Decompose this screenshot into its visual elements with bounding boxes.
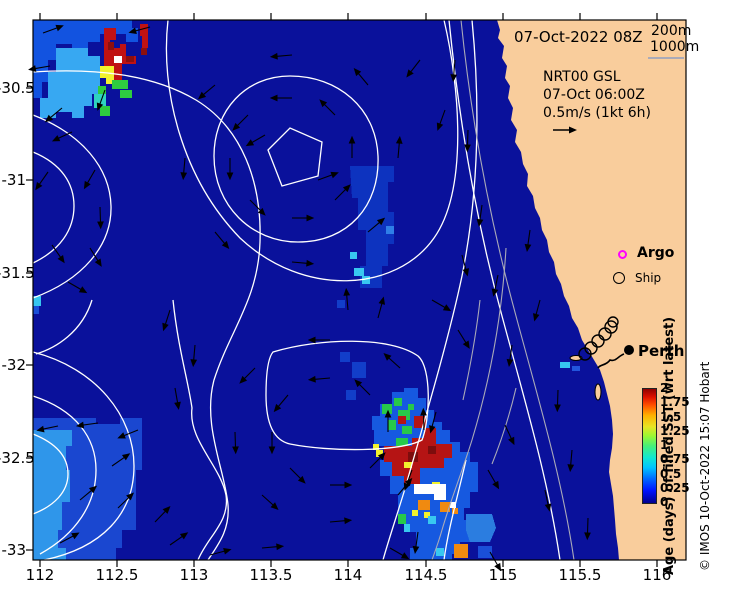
ssh-contours <box>32 19 561 561</box>
y-tick-label: -33 <box>1 541 27 559</box>
perth-city-dot <box>624 345 634 355</box>
colorbar-tick-label: 1.75 <box>660 395 690 410</box>
x-tick-label: 116 <box>642 566 672 584</box>
y-tick-label: -31 <box>1 171 27 189</box>
x-tick-label: 112 <box>25 566 55 584</box>
x-tick-label: 112.5 <box>95 566 139 584</box>
argo-legend-label: Argo <box>637 245 675 261</box>
colorbar-tick-label: 0.5 <box>660 466 682 481</box>
current-vector-arrows <box>28 24 591 572</box>
isobath-1000m-sample-line <box>648 57 684 59</box>
ship-position-markers <box>578 316 619 361</box>
isobath-1000m-lines <box>431 19 575 561</box>
isobath-1000m-label: 1000m <box>650 39 700 55</box>
isobath-200m-label: 200m <box>651 23 692 39</box>
perth-city-label: Perth <box>638 342 685 360</box>
datetime-label: 07-Oct-2022 08Z <box>514 28 643 46</box>
x-tick-label: 114 <box>333 566 363 584</box>
y-tick-label: -30.5 <box>0 79 35 97</box>
x-tick-label: 115.5 <box>558 566 602 584</box>
swan-river-line <box>597 353 625 369</box>
y-tick-label: -31.5 <box>0 264 35 282</box>
colorbar <box>642 388 657 504</box>
y-tick-label: -32 <box>1 356 27 374</box>
colorbar-title: Age (days) of filled SST (wrt latest) <box>662 316 677 575</box>
colorbar-tick-label: 1.25 <box>660 423 690 438</box>
model-name-label: NRT00 GSL <box>543 69 621 85</box>
colorbar-tick-label: 2 <box>660 381 669 395</box>
colorbar-tick-label: 1 <box>660 438 669 452</box>
islands <box>569 355 602 401</box>
vector-scale-arrow <box>553 126 577 134</box>
ship-marker-icon <box>613 272 625 284</box>
vector-scale-label: 0.5m/s (1kt 6h) <box>543 105 652 121</box>
colorbar-tick-label: 0.25 <box>660 480 690 495</box>
colorbar-tick-label: 1.5 <box>660 409 682 424</box>
axis-tick-marks <box>26 13 658 567</box>
plot-frame <box>32 19 687 561</box>
x-tick-label: 113 <box>179 566 209 584</box>
land-polygon <box>497 20 686 560</box>
argo-marker-icon <box>618 250 627 259</box>
credit-text: © IMOS 10-Oct-2022 15:07 Hobart <box>698 361 712 571</box>
colorbar-tick-label: 0.75 <box>660 452 690 467</box>
model-time-label: 07-Oct 06:00Z <box>543 87 645 103</box>
x-tick-label: 114.5 <box>404 566 448 584</box>
x-tick-label: 113.5 <box>249 566 293 584</box>
x-tick-label: 115 <box>488 566 518 584</box>
ship-legend-label: Ship <box>635 271 662 285</box>
y-tick-label: -32.5 <box>0 449 35 467</box>
colorbar-tick-label: 0 <box>660 495 669 509</box>
